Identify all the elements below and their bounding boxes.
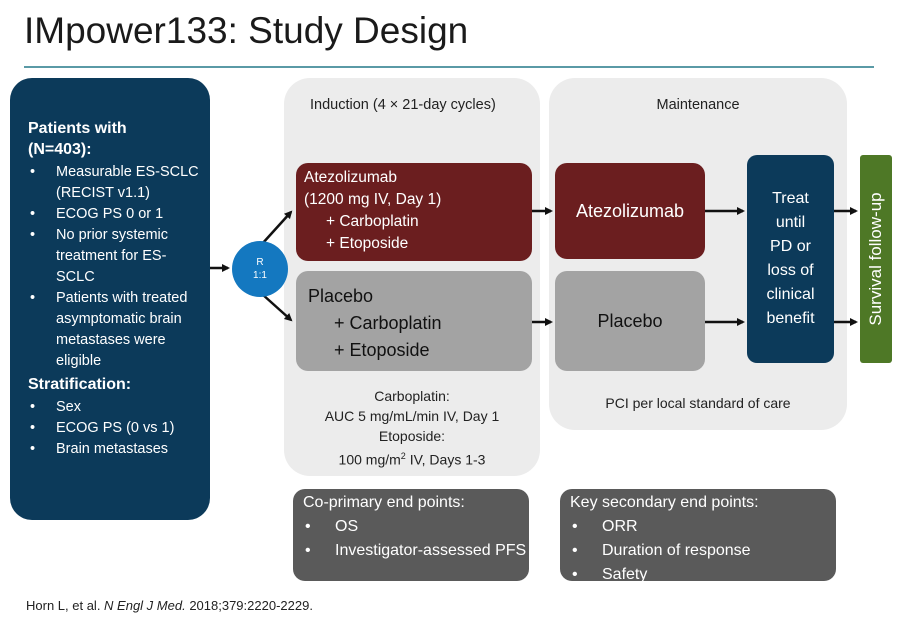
induction-label: Induction (4 × 21-day cycles) [310, 97, 496, 113]
endpoints-heading: Co-primary end points: [303, 494, 465, 511]
arm-label: Atezolizumab [575, 200, 685, 221]
stratification-item: Sex [28, 397, 202, 418]
arrow-to-atezo-induction [261, 210, 293, 245]
treat-line: until [775, 214, 806, 231]
arm-line: Placebo [308, 286, 374, 306]
stratification-heading: Stratification: [28, 376, 132, 393]
eligibility-item: ECOG PS 0 or 1 [28, 204, 202, 225]
citation-details: 2018;379:2220-2229. [185, 598, 313, 613]
eligibility-list: Measurable ES-SCLC (RECIST v1.1) ECOG PS… [28, 162, 202, 372]
induction-dosing-note: Carboplatin: AUC 5 mg/mL/min IV, Day 1 E… [284, 386, 540, 470]
arm-line: (1200 mg IV, Day 1) [304, 191, 442, 208]
placebo-induction-arm: Placebo + Carboplatin + Etoposide [296, 271, 532, 371]
arm-line: + Etoposide [334, 340, 430, 360]
patient-population-box: Patients with (N=403): Measurable ES-SCL… [10, 78, 210, 520]
placebo-maintenance-arm: Placebo [555, 271, 705, 371]
endpoint-item: OS [303, 515, 529, 539]
co-primary-endpoints-box: Co-primary end points: OS Investigator-a… [293, 489, 529, 581]
patients-heading-line2: (N=403): [28, 141, 92, 158]
stratification-item: ECOG PS (0 vs 1) [28, 418, 202, 439]
secondary-endpoints-box: Key secondary end points: ORR Duration o… [560, 489, 836, 587]
atezolizumab-maintenance-arm: Atezolizumab [555, 163, 705, 259]
eligibility-item: Patients with treated asymptomatic brain… [28, 288, 202, 372]
note-superscript: 2 [400, 451, 406, 461]
treat-line: loss of [767, 262, 814, 279]
randomization-ratio: 1:1 [253, 270, 267, 281]
pci-note: PCI per local standard of care [605, 395, 791, 411]
citation-authors: Horn L, et al. [26, 598, 105, 613]
arm-line: + Etoposide [326, 235, 409, 252]
note-line: Etoposide: [378, 428, 446, 444]
treat-until-box: Treat until PD or loss of clinical benef… [747, 155, 834, 363]
citation: Horn L, et al. N Engl J Med. 2018;379:22… [26, 598, 313, 613]
treat-line: clinical [766, 286, 815, 303]
randomization-circle: R 1:1 [232, 241, 288, 297]
arm-line: + Carboplatin [334, 313, 442, 333]
endpoints-heading: Key secondary end points: [570, 494, 759, 511]
note-text: IV, Days 1-3 [405, 451, 486, 468]
endpoint-item: Safety [570, 563, 836, 587]
arrow-to-placebo-induction [261, 293, 293, 322]
note-line: AUC 5 mg/mL/min IV, Day 1 [324, 408, 500, 424]
endpoint-item: ORR [570, 515, 836, 539]
arm-line: Atezolizumab [304, 169, 398, 186]
maintenance-label: Maintenance [656, 97, 740, 113]
stratification-item: Brain metastases [28, 439, 202, 460]
page-title: IMpower133: Study Design [24, 10, 469, 51]
citation-journal: N Engl J Med. [104, 598, 186, 613]
title-divider [24, 66, 874, 68]
note-line: Carboplatin: [374, 388, 450, 404]
atezolizumab-induction-arm: Atezolizumab (1200 mg IV, Day 1) + Carbo… [296, 163, 532, 261]
co-primary-list: OS Investigator-assessed PFS [303, 515, 529, 563]
note-text: 100 mg/m [338, 451, 401, 468]
treat-line: Treat [772, 190, 809, 207]
stratification-list: Sex ECOG PS (0 vs 1) Brain metastases [28, 397, 202, 460]
treat-line: PD or [770, 238, 811, 255]
eligibility-item: No prior systemic treatment for ES-SCLC [28, 225, 202, 288]
secondary-list: ORR Duration of response Safety [570, 515, 836, 587]
treat-line: benefit [766, 310, 815, 327]
eligibility-item: Measurable ES-SCLC (RECIST v1.1) [28, 162, 202, 204]
arm-line: + Carboplatin [326, 213, 419, 230]
randomization-r: R [256, 257, 264, 268]
endpoint-item: Duration of response [570, 539, 836, 563]
patients-heading-line1: Patients with [28, 120, 127, 137]
note-line: 100 mg/m2 IV, Days 1-3 [284, 446, 540, 470]
endpoint-item: Investigator-assessed PFS [303, 539, 529, 563]
arm-label: Placebo [597, 310, 663, 331]
survival-followup-bar: Survival follow-up [860, 155, 892, 363]
